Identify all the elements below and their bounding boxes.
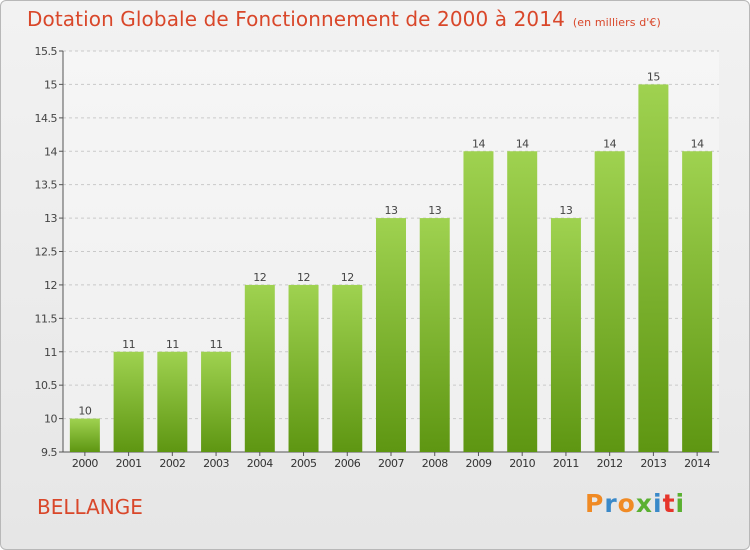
- chart-title: Dotation Globale de Fonctionnement de 20…: [27, 7, 661, 31]
- data-label: 13: [428, 204, 441, 217]
- bar: [201, 351, 232, 452]
- chart-subtitle: (en milliers d'€): [572, 16, 661, 29]
- data-label: 10: [78, 405, 91, 418]
- bar: [463, 151, 494, 452]
- x-tick-label: 2002: [159, 457, 185, 470]
- bar: [594, 151, 625, 452]
- x-tick-label: 2010: [509, 457, 535, 470]
- y-tick-label: 12.5: [35, 246, 58, 259]
- y-tick-label: 10.5: [35, 379, 58, 392]
- y-tick-label: 10: [44, 413, 57, 426]
- data-label: 15: [647, 70, 660, 83]
- bar: [376, 218, 406, 452]
- bar: [157, 351, 188, 452]
- bar: [419, 218, 450, 452]
- x-tick-label: 2003: [203, 457, 229, 470]
- data-label: 14: [691, 137, 704, 150]
- y-tick-label: 12: [44, 279, 57, 292]
- y-tick-label: 11.5: [35, 312, 58, 325]
- x-tick-label: 2001: [116, 457, 142, 470]
- logo-letter: i: [675, 489, 686, 518]
- data-label: 12: [253, 271, 266, 284]
- x-tick-label: 2005: [291, 457, 317, 470]
- x-tick-label: 2004: [247, 457, 273, 470]
- data-label: 11: [122, 338, 135, 351]
- x-tick-label: 2012: [597, 457, 623, 470]
- data-label: 11: [166, 338, 179, 351]
- bar: [332, 284, 363, 452]
- bar: [682, 151, 713, 452]
- logo-letter: P: [585, 489, 605, 518]
- y-tick-label: 15.5: [35, 45, 58, 58]
- x-tick-label: 2014: [684, 457, 710, 470]
- data-label: 14: [516, 137, 529, 150]
- bar: [638, 84, 669, 453]
- data-label: 13: [385, 204, 398, 217]
- y-tick-label: 13: [44, 212, 57, 225]
- bar: [507, 151, 538, 452]
- data-label: 13: [559, 204, 572, 217]
- data-label: 12: [341, 271, 354, 284]
- x-tick-label: 2007: [378, 457, 404, 470]
- logo-letter: t: [662, 489, 676, 518]
- bar: [550, 218, 581, 452]
- proxiti-logo[interactable]: Proxiti: [585, 489, 685, 518]
- x-tick-label: 2013: [640, 457, 666, 470]
- logo-letter: i: [653, 489, 663, 518]
- x-tick-label: 2000: [72, 457, 98, 470]
- y-tick-label: 14: [44, 145, 57, 158]
- y-tick-label: 15: [44, 78, 57, 91]
- title-text: Dotation Globale de Fonctionnement de 20…: [27, 7, 565, 31]
- x-tick-label: 2011: [553, 457, 579, 470]
- bar: [288, 284, 319, 452]
- y-tick-label: 9.5: [41, 446, 57, 459]
- data-label: 14: [603, 137, 616, 150]
- logo-letter: r: [604, 489, 618, 518]
- x-tick-label: 2006: [334, 457, 360, 470]
- x-tick-label: 2009: [465, 457, 491, 470]
- data-label: 14: [472, 137, 485, 150]
- bar: [69, 418, 100, 452]
- data-label: 12: [297, 271, 310, 284]
- data-label: 11: [210, 338, 223, 351]
- bar: [244, 284, 275, 452]
- logo-letter: x: [635, 489, 653, 518]
- y-tick-label: 14.5: [35, 112, 58, 125]
- x-tick-label: 2008: [422, 457, 448, 470]
- y-tick-label: 11: [44, 346, 57, 359]
- commune-name: BELLANGE: [37, 495, 143, 519]
- logo-letter: o: [617, 489, 636, 518]
- bar: [113, 351, 144, 452]
- y-tick-label: 13.5: [35, 179, 58, 192]
